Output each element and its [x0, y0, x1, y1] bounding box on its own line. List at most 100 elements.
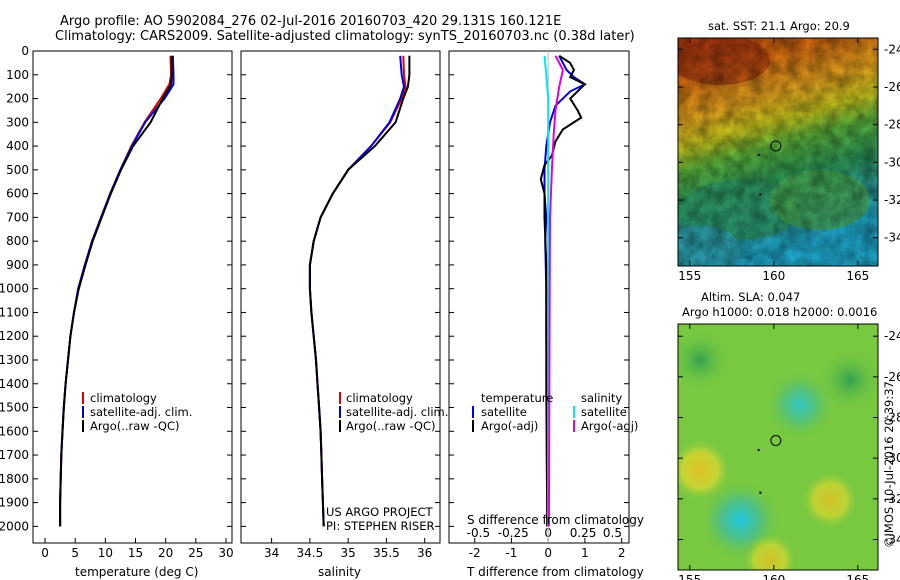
x-tick-label: 34.5 — [297, 546, 324, 560]
temperature-panel-frame — [32, 50, 233, 544]
y-tick-label: 300 — [6, 115, 29, 129]
y-tick-label: 400 — [6, 139, 29, 153]
series-line-argo-raw-qc- — [308, 55, 411, 527]
temperature-legend: climatology satellite-adj. clim. Argo(..… — [82, 391, 192, 433]
x-tick-label: 30 — [218, 546, 233, 560]
sst-warm-patch — [678, 38, 770, 85]
legend-satellite: satellite-adj. clim. — [90, 405, 192, 419]
legend-climatology: climatology — [90, 391, 157, 405]
salinity-legend: climatology satellite-adj. clim. Argo(..… — [339, 391, 448, 433]
x-tick-label: 35.5 — [373, 546, 400, 560]
legend-temperature-title: temperature — [481, 391, 553, 405]
y-tick-label: 1400 — [0, 377, 29, 391]
sla-y-tick-label: -34 — [884, 533, 900, 547]
sla-x-tick-label: 165 — [846, 573, 869, 580]
y-tick-label: 1100 — [0, 305, 29, 319]
difference-legend: temperature satellite Argo(-adj) salinit… — [472, 391, 638, 433]
sla-x-tick-label: 155 — [678, 573, 701, 580]
sla-y-tick-label: -30 — [884, 451, 900, 465]
sst-map-title: sat. SST: 21.1 Argo: 20.9 — [708, 19, 850, 33]
sst-x-tick-label: 155 — [678, 269, 701, 283]
sla-y-tick-label: -26 — [884, 370, 900, 384]
y-tick-label: 1900 — [0, 496, 29, 510]
top-tick-label: 0.5 — [603, 526, 622, 540]
y-tick-label: 1500 — [0, 401, 29, 415]
project-annotation: US ARGO PROJECT — [326, 505, 434, 519]
title-line-2: Climatology: CARS2009. Satellite-adjuste… — [55, 29, 635, 44]
sla-green-blob-2 — [678, 330, 730, 390]
sst-track-dot — [759, 193, 762, 196]
top-tick-label: 0.25 — [570, 526, 597, 540]
sst-map — [678, 38, 878, 266]
sst-x-tick-label: 160 — [762, 269, 785, 283]
y-tick-label: 800 — [6, 234, 29, 248]
x-tick-label: 34 — [264, 546, 279, 560]
sla-high-blob-2 — [802, 472, 858, 528]
y-tick-label: 1000 — [0, 282, 29, 296]
imos-stamp: ©IMOS 10-Jul-2016 20:39:37 — [882, 381, 896, 548]
sla-high-blob — [678, 440, 730, 500]
legend-argo: Argo(..raw -QC) — [346, 419, 436, 433]
legend-climatology: climatology — [346, 391, 413, 405]
top-tick-label: -0.5 — [467, 526, 490, 540]
salinity-plot: 34 34.5 35 35.5 36 — [241, 50, 440, 560]
y-tick-label: 700 — [6, 210, 29, 224]
sla-track-dot — [757, 448, 760, 452]
sla-y-tick-label: -32 — [884, 492, 900, 506]
sst-y-tick-label: -32 — [884, 193, 900, 207]
series-line-satellite-adj-clim- — [59, 55, 175, 527]
sst-float-marker — [770, 140, 782, 152]
legend-t-argo: Argo(-adj) — [481, 419, 538, 433]
title-line-1: Argo profile: AO 5902084_276 02-Jul-2016… — [60, 14, 562, 29]
series-line-s-satellite — [543, 55, 550, 527]
sla-y-tick-label: -24 — [884, 329, 900, 343]
y-tick-label: 1300 — [0, 353, 29, 367]
sla-high-blob-3 — [744, 534, 796, 570]
sla-map — [678, 324, 878, 570]
x-tick-label: 1 — [581, 546, 589, 560]
y-tick-label: 2000 — [0, 519, 29, 533]
x-tick-label: 15 — [128, 546, 143, 560]
y-tick-label: 0 — [21, 44, 29, 58]
salinity-xlabel: salinity — [318, 565, 361, 579]
y-tick-label: 1600 — [0, 424, 29, 438]
sst-y-tick-label: -24 — [884, 42, 900, 56]
sst-cold-patch — [678, 225, 740, 266]
sst-x-tick-label: 165 — [846, 269, 869, 283]
top-tick-label: -0.25 — [498, 526, 529, 540]
temperature-plot: 0 5 10 15 20 25 300100200300400500600700800900… — [0, 44, 234, 560]
sst-cool-patch — [680, 180, 800, 240]
pi-annotation: PI: STEPHEN RISER — [326, 519, 435, 533]
sst-y-tick-label: -34 — [884, 231, 900, 245]
legend-s-satellite: satellite — [581, 405, 627, 419]
series-line-satellite-adj-clim- — [308, 55, 406, 527]
sst-y-tick-label: -30 — [884, 155, 900, 169]
y-tick-label: 1700 — [0, 448, 29, 462]
y-tick-label: 900 — [6, 258, 29, 272]
y-tick-label: 500 — [6, 163, 29, 177]
x-tick-label: 5 — [71, 546, 79, 560]
x-tick-label: -1 — [505, 546, 517, 560]
sla-map-title-1: Altim. SLA: 0.047 — [701, 290, 800, 304]
x-tick-label: 0 — [41, 546, 49, 560]
sla-y-tick-label: -28 — [884, 411, 900, 425]
difference-panel-frame — [448, 50, 630, 544]
sst-texture — [678, 38, 878, 266]
y-tick-label: 1800 — [0, 472, 29, 486]
salinity-panel-frame — [240, 50, 441, 544]
legend-salinity-title: salinity — [581, 391, 622, 405]
series-line-climatology — [59, 55, 173, 527]
y-tick-label: 1200 — [0, 329, 29, 343]
sla-low-blob-2 — [766, 371, 834, 439]
legend-t-satellite: satellite — [481, 405, 527, 419]
legend-argo: Argo(..raw -QC) — [90, 419, 180, 433]
sla-float-marker — [770, 435, 782, 447]
series-line-s-argo-adj- — [547, 55, 564, 527]
legend-satellite: satellite-adj. clim. — [346, 405, 448, 419]
legend-s-argo: Argo(-adj) — [581, 419, 638, 433]
x-tick-label: 0 — [544, 546, 552, 560]
sla-track-dot — [759, 491, 762, 494]
sla-green-blob — [818, 348, 878, 412]
